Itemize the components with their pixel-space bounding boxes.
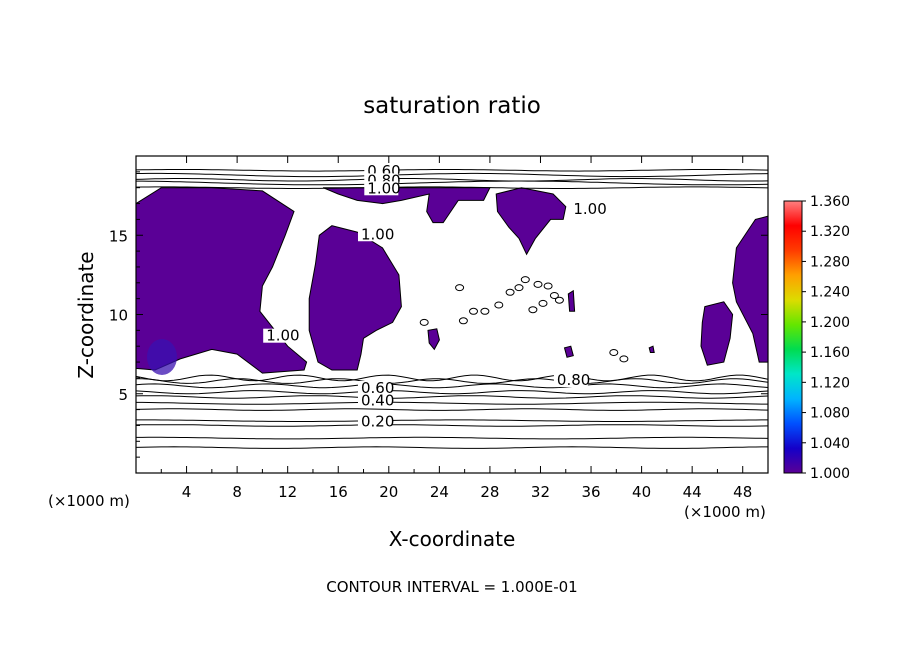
contour-line-lower-6 (136, 401, 768, 405)
contour-cell-11 (469, 307, 478, 315)
contour-label-5: 1.00 (573, 200, 606, 218)
x-tick-label-12: 48 (733, 483, 752, 501)
colorbar-gradient (783, 200, 803, 474)
x-axis-ticks: 4 8 12 16 20 24 28 32 36 40 44 48 (160, 156, 769, 501)
colorbar-label-8: 1.080 (810, 406, 850, 422)
contour-line-lower-2 (136, 436, 769, 440)
contour-line-upper-5 (135, 186, 769, 189)
x-tick-label-9: 36 (581, 483, 600, 501)
x-tick-label-6: 24 (430, 483, 449, 501)
contour-line-lower-3 (135, 424, 769, 427)
supersaturated-region-3 (322, 187, 491, 224)
colorbar-label-6: 1.160 (810, 345, 850, 361)
contour-cell-1 (514, 284, 524, 292)
x-tick-label-7: 28 (480, 483, 499, 501)
y-tick-label-3: 15 (109, 227, 128, 245)
colorbar-label-5: 1.200 (810, 315, 850, 331)
contour-line-lower-11 (135, 374, 769, 382)
contour-cell-15 (419, 318, 429, 326)
contour-cell-16 (609, 349, 619, 356)
chart-title: saturation ratio (363, 93, 541, 119)
x-tick-label-1: 4 (182, 483, 192, 501)
contour-label-bg-9 (357, 414, 392, 429)
peak-supersaturation-blob (147, 339, 177, 375)
supersaturated-region-10 (567, 289, 576, 312)
supersaturated-region-6 (700, 301, 734, 366)
contour-label-bg-7 (357, 380, 392, 395)
supersaturated-region-9 (648, 345, 655, 353)
colorbar-label-10: 1.000 (810, 466, 850, 482)
contour-cell-14 (554, 296, 564, 304)
supersaturated-region-2 (308, 225, 402, 371)
x-unit-left: (×1000 m) (48, 492, 130, 510)
contour-label-6: 1.00 (266, 327, 299, 345)
contour-line-lower-9 (135, 383, 769, 389)
contour-cell-8 (480, 307, 490, 315)
colorbar: 1.360 1.320 1.280 1.240 1.200 1.160 1.120 1.080… (783, 194, 850, 482)
x-tick-label-11: 44 (683, 483, 702, 501)
x-tick-label-4: 16 (329, 483, 348, 501)
colorbar-label-2: 1.320 (810, 224, 850, 240)
x-tick-label-5: 20 (379, 483, 398, 501)
supersaturated-region-8 (563, 345, 574, 358)
y-axis-label: Z-coordinate (74, 251, 98, 378)
contour-line-lower-1 (135, 446, 768, 449)
contour-lines (135, 169, 769, 449)
x-tick-label-8: 32 (531, 483, 550, 501)
contour-label-bg-10 (553, 373, 588, 388)
contour-label-8: 0.40 (361, 392, 394, 410)
y-axis-ticks: 5 10 15 (109, 171, 768, 458)
contour-line-upper-1 (135, 169, 769, 172)
contour-line-upper-4 (136, 180, 769, 186)
contour-label-10: 0.80 (557, 371, 590, 389)
contour-label-4: 1.00 (361, 225, 394, 243)
contour-cell-2 (520, 276, 530, 284)
contour-label-9: 0.20 (361, 412, 394, 430)
contour-interval-note: CONTOUR INTERVAL = 1.000E-01 (326, 578, 577, 596)
contour-label-7: 0.60 (361, 379, 394, 397)
contour-cell-9 (455, 284, 465, 292)
x-unit-right: (×1000 m) (684, 503, 766, 521)
contour-label-bg-4 (357, 227, 392, 242)
supersaturated-region-4 (495, 187, 567, 256)
contour-cell-6 (505, 288, 515, 296)
y-tick-label-1: 5 (118, 386, 128, 404)
contour-cell-4 (543, 282, 553, 290)
colorbar-label-9: 1.040 (810, 436, 850, 452)
contour-cell-5 (549, 292, 559, 299)
contour-cell-17 (619, 355, 629, 363)
contour-line-lower-7 (135, 395, 769, 399)
colorbar-label-1: 1.360 (810, 194, 850, 210)
contour-label-bg-5 (570, 201, 605, 216)
contour-cell-3 (533, 280, 543, 288)
supersaturated-region-7 (427, 328, 440, 351)
contour-label-3: 1.00 (367, 179, 400, 197)
x-tick-label-2: 8 (232, 483, 242, 501)
x-tick-label-10: 40 (632, 483, 651, 501)
plot-area: 0.600.801.001.001.001.000.600.400.200.80… (109, 155, 769, 501)
contour-labels: 0.600.801.001.001.001.000.600.400.200.80 (263, 162, 607, 430)
contour-label-bg-8 (357, 393, 392, 408)
contour-line-lower-8 (135, 390, 769, 395)
contour-cell-12 (528, 306, 538, 314)
x-tick-label-3: 12 (278, 483, 297, 501)
contour-line-lower-4 (136, 419, 768, 422)
y-tick-label-2: 10 (109, 307, 128, 325)
contour-line-lower-5 (135, 408, 769, 411)
colorbar-label-7: 1.120 (810, 375, 850, 391)
x-axis-label: X-coordinate (389, 527, 516, 551)
contour-line-lower-10 (135, 378, 769, 384)
contour-cell-10 (458, 317, 468, 325)
contour-label-bg-6 (263, 328, 298, 343)
contour-label-bg-3 (364, 181, 399, 196)
contour-line-upper-3 (135, 178, 769, 182)
supersaturated-region-5 (732, 215, 769, 363)
colorbar-label-3: 1.280 (810, 254, 850, 270)
contour-cell-13 (538, 299, 548, 307)
contour-line-upper-2 (136, 172, 769, 178)
contour-cell-7 (494, 301, 504, 309)
colorbar-label-4: 1.240 (810, 285, 850, 301)
